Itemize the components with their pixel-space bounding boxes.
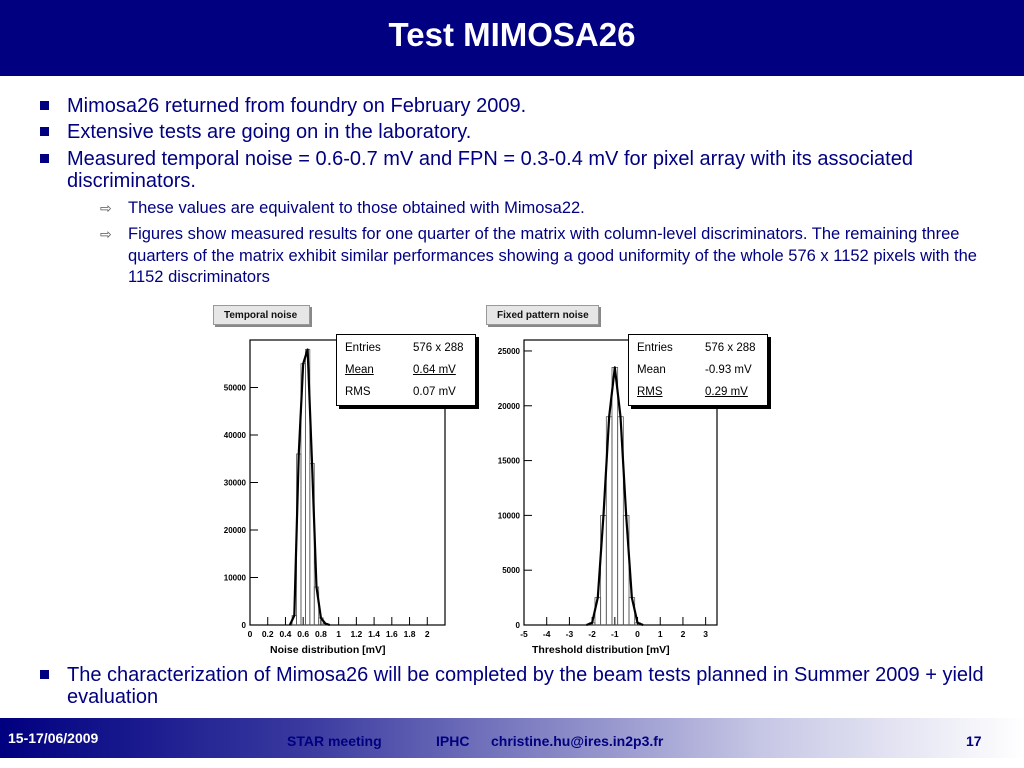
sub-bullet-text: These values are equivalent to those obt… (128, 199, 585, 217)
x-tick-label: 1 (336, 629, 341, 639)
footer-page-number: 17 (966, 733, 982, 749)
y-tick-label: 20000 (498, 402, 521, 411)
stats-row-rms: RMS 0.29 mV (637, 386, 767, 402)
bullet-text: Mimosa26 returned from foundry on Februa… (67, 95, 527, 117)
y-tick-label: 40000 (224, 431, 247, 440)
footer-meeting: STAR meeting (287, 733, 382, 749)
x-tick-label: -4 (543, 629, 551, 639)
x-tick-label: 1.6 (386, 629, 398, 639)
x-tick-label: -2 (588, 629, 596, 639)
bullet-text: The characterization of Mimosa26 will be… (67, 664, 984, 708)
square-bullet-icon (40, 670, 49, 679)
y-tick-label: 0 (242, 621, 247, 630)
x-tick-label: 3 (703, 629, 708, 639)
y-tick-label: 30000 (224, 479, 247, 488)
x-tick-label: -5 (520, 629, 528, 639)
slide-title: Test MIMOSA26 (388, 16, 636, 53)
square-bullet-icon (40, 154, 49, 163)
arrow-bullet-icon: ⇨ (100, 226, 112, 242)
x-tick-label: 0 (248, 629, 253, 639)
x-tick-label: 1 (658, 629, 663, 639)
x-axis-label: Threshold distribution [mV] (532, 644, 670, 656)
stats-value: 0.07 mV (413, 386, 456, 398)
footer-date: 15-17/06/2009 (8, 730, 99, 746)
x-tick-label: 2 (681, 629, 686, 639)
chart-title-temporal-noise: Temporal noise (213, 305, 310, 325)
bullet-item: Extensive tests are going on in the labo… (40, 121, 987, 143)
fit-curve (288, 348, 331, 627)
stats-box-fixed-pattern-noise: Entries 576 x 288 Mean -0.93 mV RMS 0.29 mV (628, 334, 768, 406)
x-tick-label: -1 (611, 629, 619, 639)
stats-key: Entries (345, 342, 381, 354)
x-tick-label: 0.4 (280, 629, 292, 639)
y-tick-label: 5000 (502, 566, 520, 575)
stats-value: 0.64 mV (413, 364, 456, 376)
stats-row-mean: Mean 0.64 mV (345, 364, 475, 380)
bullet-item: Mimosa26 returned from foundry on Februa… (40, 95, 987, 117)
sub-bullet-item: ⇨ These values are equivalent to those o… (100, 198, 998, 220)
square-bullet-icon (40, 127, 49, 136)
x-tick-label: 0.6 (297, 629, 309, 639)
stats-value: -0.93 mV (705, 364, 752, 376)
footer-institute: IPHC (436, 733, 470, 749)
x-tick-label: 1.2 (350, 629, 362, 639)
stats-key: Mean (345, 364, 374, 376)
x-axis-label: Noise distribution [mV] (270, 644, 386, 656)
stats-row-rms: RMS 0.07 mV (345, 386, 475, 402)
y-tick-label: 50000 (224, 384, 247, 393)
stats-key: RMS (345, 386, 371, 398)
stats-key: Mean (637, 364, 666, 376)
y-tick-label: 0 (516, 621, 521, 630)
x-tick-label: 1.8 (404, 629, 416, 639)
y-tick-label: 20000 (224, 526, 247, 535)
title-bar: Test MIMOSA26 (0, 0, 1024, 76)
chart-title-text: Fixed pattern noise (497, 310, 589, 321)
stats-value: 576 x 288 (705, 342, 756, 354)
bullet-text: Extensive tests are going on in the labo… (67, 121, 472, 143)
y-tick-label: 15000 (498, 457, 521, 466)
bullet-item: Measured temporal noise = 0.6-0.7 mV and… (40, 148, 987, 192)
sub-bullet-item: ⇨ Figures show measured results for one … (100, 224, 998, 289)
bullet-item: The characterization of Mimosa26 will be… (40, 664, 987, 708)
stats-key: RMS (637, 386, 663, 398)
stats-row-entries: Entries 576 x 288 (637, 342, 767, 358)
stats-value: 0.29 mV (705, 386, 748, 398)
sub-bullet-text: Figures show measured results for one qu… (128, 225, 977, 286)
bullet-text: Measured temporal noise = 0.6-0.7 mV and… (67, 148, 913, 192)
x-tick-label: -3 (566, 629, 574, 639)
x-tick-label: 0.8 (315, 629, 327, 639)
stats-row-mean: Mean -0.93 mV (637, 364, 767, 380)
fit-curve (586, 366, 644, 627)
arrow-bullet-icon: ⇨ (100, 200, 112, 216)
chart-title-fixed-pattern-noise: Fixed pattern noise (486, 305, 599, 325)
x-tick-label: 0 (635, 629, 640, 639)
square-bullet-icon (40, 101, 49, 110)
x-tick-label: 0.2 (262, 629, 274, 639)
stats-value: 576 x 288 (413, 342, 464, 354)
y-tick-label: 10000 (498, 511, 521, 520)
y-tick-label: 25000 (498, 347, 521, 356)
x-tick-label: 1.4 (368, 629, 380, 639)
stats-box-temporal-noise: Entries 576 x 288 Mean 0.64 mV RMS 0.07 mV (336, 334, 476, 406)
stats-row-entries: Entries 576 x 288 (345, 342, 475, 358)
x-tick-label: 2 (425, 629, 430, 639)
chart-title-text: Temporal noise (224, 310, 298, 321)
footer-email: christine.hu@ires.in2p3.fr (491, 733, 664, 749)
y-tick-label: 10000 (224, 574, 247, 583)
stats-key: Entries (637, 342, 673, 354)
footer-bar (0, 718, 1024, 758)
